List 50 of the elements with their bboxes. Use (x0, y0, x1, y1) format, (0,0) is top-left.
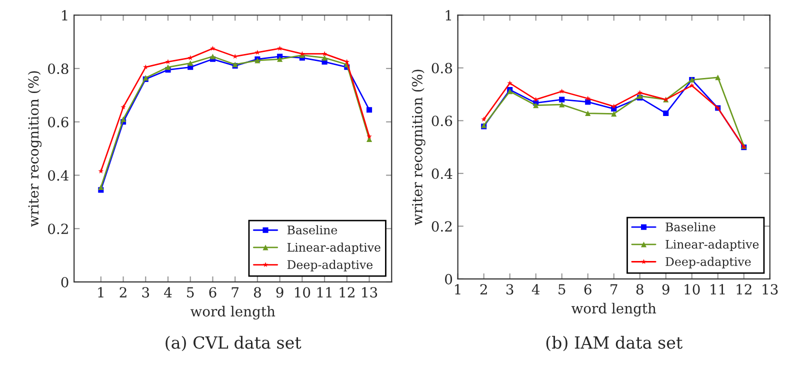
x-tick-label: 6 (209, 287, 216, 298)
x-tick-label: 9 (276, 287, 284, 298)
x-tick-label: 8 (636, 284, 644, 295)
x-tick-label: 4 (164, 287, 172, 298)
y-tick-label: 0.6 (48, 116, 68, 128)
legend-label: Baseline (287, 225, 338, 234)
x-tick-label: 3 (142, 287, 150, 298)
y-tick-label: 0.4 (48, 170, 69, 181)
x-tick-label: 12 (736, 284, 752, 294)
legend-label: Linear-adaptive (287, 242, 380, 254)
y-tick-label: 0 (445, 274, 452, 284)
y-tick-label: 0.8 (48, 63, 68, 74)
x-tick-label: 2 (480, 284, 487, 294)
y-axis-title: writer recognition (%) (412, 70, 426, 226)
y-tick-label: 0.8 (432, 62, 452, 74)
y-tick-label: 0.2 (432, 221, 452, 232)
x-tick-label: 12 (340, 287, 354, 298)
x-tick-label: 5 (558, 284, 566, 295)
x-tick-label: 1 (455, 284, 460, 294)
legend-label: Linear-adaptive (666, 240, 759, 252)
x-tick-label: 3 (506, 284, 514, 295)
x-tick-label: 8 (254, 287, 261, 298)
x-tick-label: 2 (120, 287, 126, 298)
x-tick-label: 1 (98, 287, 104, 298)
x-tick-label: 7 (232, 287, 239, 298)
x-tick-label: 6 (584, 284, 592, 295)
y-tick-label: 0 (61, 276, 68, 288)
x-tick-label: 13 (362, 287, 378, 298)
x-tick-label: 11 (710, 284, 725, 294)
x-tick-label: 11 (317, 287, 332, 298)
y-tick-label: 0.2 (48, 224, 68, 234)
x-tick-label: 5 (187, 287, 194, 298)
x-tick-label: 4 (532, 284, 540, 294)
y-tick-label: 1 (62, 10, 68, 20)
legend-label: Deep-adaptive (666, 256, 751, 268)
text: (a) CVL data set (166, 336, 302, 352)
y-tick-label: 0.6 (432, 116, 452, 126)
x-tick-label: 7 (610, 284, 618, 294)
x-tick-label: 13 (762, 284, 778, 295)
y-axis-title: writer recognition (%) (28, 71, 42, 227)
legend-label: Deep-adaptive (287, 260, 373, 272)
x-tick-label: 9 (662, 284, 670, 295)
x-tick-label: 10 (295, 287, 310, 298)
y-tick-label: 0.4 (432, 168, 452, 179)
text: (b) IAM data set (546, 336, 683, 352)
x-tick-label: 10 (684, 284, 700, 295)
x-axis-title: word length (571, 302, 656, 316)
y-tick-label: 1 (446, 10, 451, 20)
x-axis-title: word length (190, 306, 276, 320)
legend-label: Baseline (666, 222, 716, 232)
